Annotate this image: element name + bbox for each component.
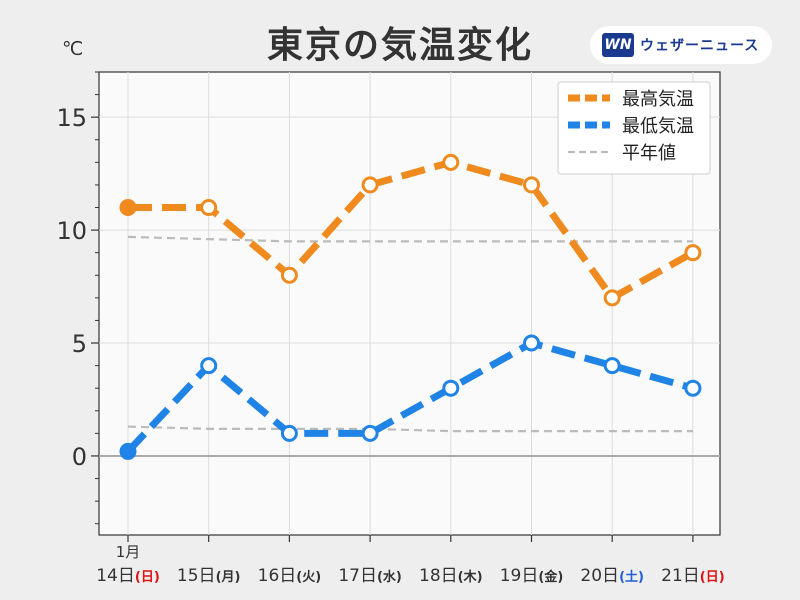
y-axis-unit: ℃ [62, 38, 84, 60]
normal-low-line [127, 425, 693, 433]
x-tick-weekday: (水) [377, 569, 402, 585]
data-point-low [684, 379, 702, 397]
x-tick-label: 16日(火) [258, 566, 322, 586]
data-point-high [684, 244, 702, 262]
weathernews-logo-icon: WN [602, 33, 634, 57]
brand-name: ウェザーニュース [640, 38, 760, 54]
data-point-high [200, 199, 218, 217]
normal-high-line [127, 235, 693, 243]
data-point-low [119, 442, 137, 460]
data-point-low [603, 357, 621, 375]
x-tick-day: 16日 [258, 566, 297, 586]
y-tick-label: 15 [56, 104, 87, 132]
data-point-low [442, 379, 460, 397]
y-tick-label: 5 [72, 330, 87, 358]
x-tick-weekday: (木) [458, 569, 483, 585]
x-tick-weekday: (金) [538, 569, 563, 585]
x-tick-weekday: (月) [216, 570, 241, 585]
legend-label: 平年値 [622, 143, 676, 164]
x-tick-label: 19日(金) [500, 566, 564, 586]
data-point-high [603, 289, 621, 307]
x-tick-weekday: (火) [296, 570, 321, 585]
series-line-high [128, 158, 695, 303]
data-point-high [361, 176, 379, 194]
x-tick-weekday: (土) [619, 569, 644, 585]
x-tick-day: 18日 [419, 566, 458, 586]
x-tick-weekday: (日) [135, 570, 160, 585]
series-line-low [125, 339, 694, 454]
data-point-high [280, 266, 298, 284]
x-tick-day: 15日 [177, 566, 216, 586]
x-tick-label: 21日(日) [661, 566, 725, 586]
page-title: 東京の気温変化 [266, 25, 533, 66]
month-label: 1月 [116, 543, 141, 561]
legend-label: 最低気温 [622, 116, 694, 137]
x-tick-day: 21日 [661, 566, 700, 586]
legend-label: 最高気温 [622, 89, 694, 110]
x-tick-day: 19日 [500, 566, 539, 586]
y-tick-label: 10 [56, 217, 87, 245]
data-point-high [523, 176, 540, 194]
x-tick-label: 17日(水) [338, 566, 402, 586]
x-tick-weekday: (日) [700, 570, 725, 585]
data-point-low [200, 357, 218, 375]
brand-badge[interactable]: WN ウェザーニュース [590, 26, 772, 64]
x-tick-label: 18日(木) [419, 566, 483, 586]
data-point-low [280, 424, 298, 442]
x-tick-label: 15日(月) [177, 566, 241, 586]
data-point-low [523, 334, 540, 352]
data-point-low [361, 424, 379, 442]
y-tick-label: 0 [72, 443, 87, 471]
x-tick-label: 14日(日) [96, 566, 160, 586]
x-tick-day: 17日 [338, 566, 377, 586]
data-point-high [119, 199, 137, 217]
data-point-high [442, 153, 460, 171]
x-tick-label: 20日(土) [580, 566, 644, 586]
x-tick-day: 20日 [580, 566, 619, 586]
x-tick-day: 14日 [96, 566, 135, 586]
